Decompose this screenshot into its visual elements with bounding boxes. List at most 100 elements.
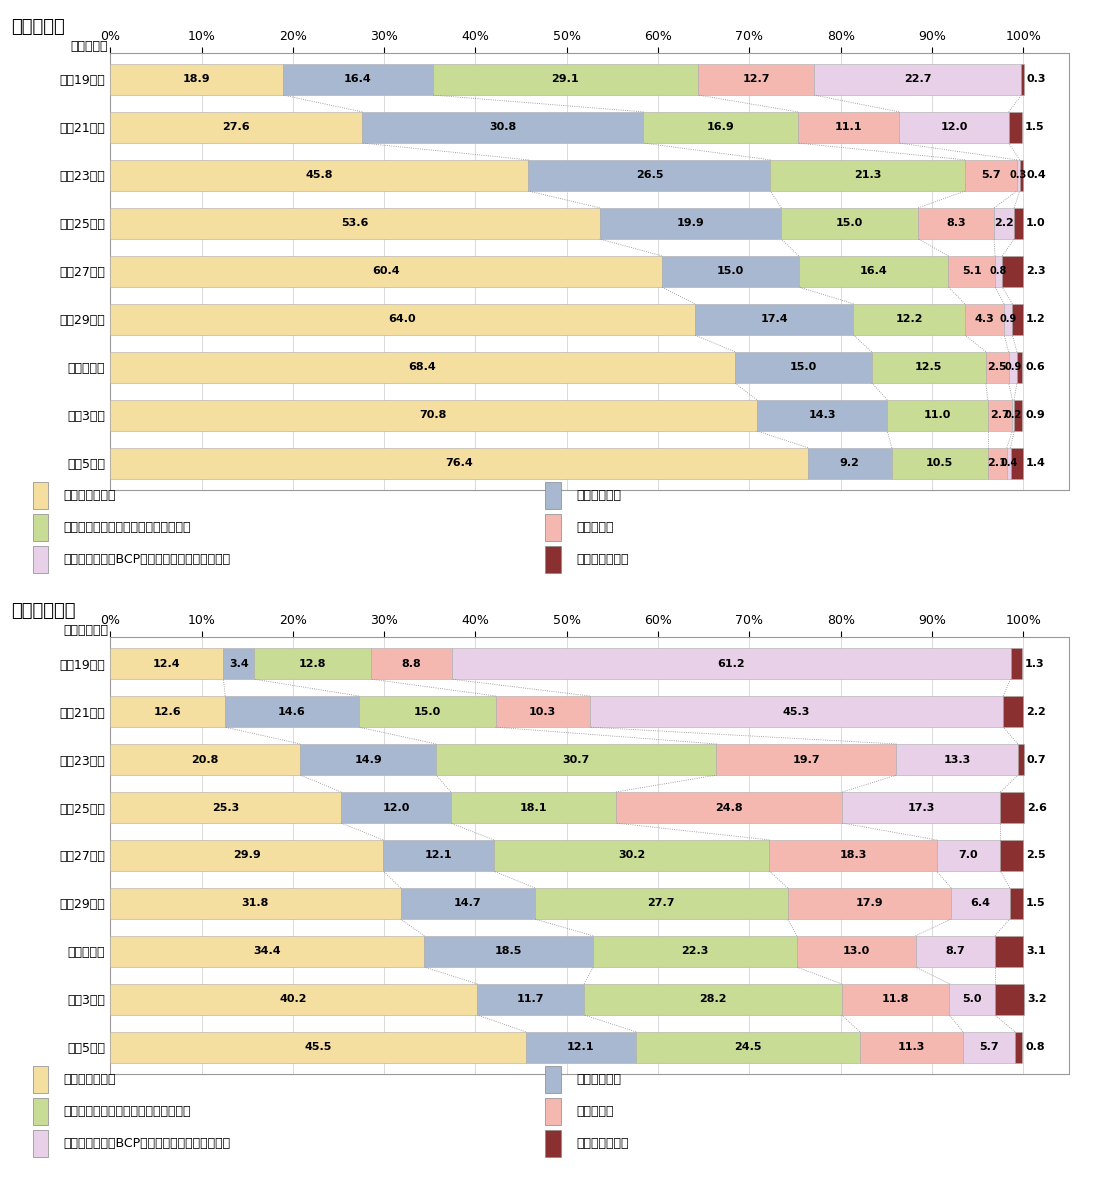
Text: 5.1: 5.1 — [962, 267, 982, 276]
Bar — [1008, 352, 1017, 384]
Text: 28.2: 28.2 — [699, 995, 726, 1004]
Text: 0.3: 0.3 — [1027, 74, 1047, 85]
Text: 0.8: 0.8 — [990, 267, 1007, 276]
Text: 30.2: 30.2 — [618, 851, 645, 860]
Text: 2.6: 2.6 — [1027, 802, 1047, 813]
Bar — [110, 352, 735, 384]
Bar — [496, 696, 590, 727]
Bar — [798, 112, 899, 143]
Text: 8.7: 8.7 — [946, 946, 965, 957]
Bar — [699, 64, 814, 96]
Text: 5.7: 5.7 — [981, 170, 1001, 181]
Bar — [255, 648, 371, 680]
Text: 0.6: 0.6 — [1025, 362, 1045, 373]
Bar — [110, 648, 224, 680]
Bar — [110, 840, 383, 871]
Bar — [987, 447, 1007, 479]
Bar — [995, 256, 1003, 287]
Text: 2.2: 2.2 — [1026, 707, 1046, 716]
Bar — [965, 303, 1004, 335]
Text: 16.4: 16.4 — [860, 267, 887, 276]
Text: 1.5: 1.5 — [1026, 898, 1046, 909]
Text: 0.2: 0.2 — [1005, 411, 1022, 420]
Bar — [842, 984, 949, 1015]
Text: 16.9: 16.9 — [706, 123, 734, 132]
Text: 1.4: 1.4 — [1026, 458, 1046, 468]
Text: 策定済みである: 策定済みである — [64, 489, 117, 503]
Bar — [1013, 400, 1014, 431]
Bar — [110, 1031, 526, 1063]
Bar — [110, 696, 225, 727]
Text: 0.7: 0.7 — [1027, 754, 1047, 765]
Bar — [1009, 887, 1024, 919]
Text: 14.3: 14.3 — [808, 411, 835, 420]
Bar — [371, 648, 452, 680]
Text: 27.6: 27.6 — [223, 123, 250, 132]
Bar — [436, 743, 716, 775]
FancyBboxPatch shape — [33, 1130, 48, 1156]
Text: 10.3: 10.3 — [529, 707, 557, 716]
Text: 40.2: 40.2 — [280, 995, 307, 1004]
Text: 策定中である: 策定中である — [576, 1073, 622, 1087]
Text: 8.3: 8.3 — [947, 218, 966, 229]
Text: 53.6: 53.6 — [342, 218, 368, 229]
Text: 2.2: 2.2 — [994, 218, 1014, 229]
Text: 予定はない: 予定はない — [576, 1104, 614, 1119]
Text: 15.0: 15.0 — [790, 362, 817, 373]
Bar — [494, 840, 769, 871]
Text: 61.2: 61.2 — [717, 658, 745, 669]
Text: 45.5: 45.5 — [304, 1042, 332, 1053]
Bar — [949, 256, 995, 287]
Text: 11.3: 11.3 — [898, 1042, 925, 1053]
Text: 64.0: 64.0 — [389, 314, 417, 324]
Bar — [636, 1031, 860, 1063]
Text: 21.3: 21.3 — [854, 170, 882, 181]
FancyBboxPatch shape — [545, 1099, 561, 1125]
Text: 12.7: 12.7 — [743, 74, 770, 85]
Bar — [986, 352, 1008, 384]
Text: 18.3: 18.3 — [840, 851, 866, 860]
Text: 31.8: 31.8 — [241, 898, 269, 909]
Bar — [400, 887, 534, 919]
Text: 11.1: 11.1 — [834, 123, 862, 132]
FancyBboxPatch shape — [545, 483, 561, 509]
Bar — [225, 696, 358, 727]
Text: 2.5: 2.5 — [987, 362, 1007, 373]
Bar — [799, 256, 949, 287]
Bar — [994, 208, 1014, 240]
Bar — [995, 936, 1024, 968]
Text: 策定を予定している（検討中を含む）: 策定を予定している（検討中を含む） — [64, 1104, 192, 1119]
Bar — [916, 936, 995, 968]
Bar — [995, 984, 1024, 1015]
Bar — [599, 208, 781, 240]
Text: 18.1: 18.1 — [520, 802, 548, 813]
Bar — [1015, 1031, 1023, 1063]
Bar — [300, 743, 436, 775]
Bar — [424, 936, 593, 968]
Bar — [694, 303, 853, 335]
Bar — [477, 984, 584, 1015]
Bar — [110, 887, 400, 919]
Text: 12.2: 12.2 — [896, 314, 922, 324]
Text: 【中堅企業】: 【中堅企業】 — [63, 624, 108, 637]
Text: 事業継続計画（BCP）とは何かを知らなかった: 事業継続計画（BCP）とは何かを知らなかった — [64, 1136, 231, 1150]
Bar — [770, 159, 965, 191]
Bar — [887, 400, 987, 431]
Text: 12.0: 12.0 — [940, 123, 968, 132]
Text: 70.8: 70.8 — [420, 411, 447, 420]
Bar — [342, 792, 451, 824]
Text: 15.0: 15.0 — [716, 267, 744, 276]
Text: 3.1: 3.1 — [1026, 946, 1046, 957]
Text: 事業継続計画（BCP）とは何かを知らなかった: 事業継続計画（BCP）とは何かを知らなかった — [64, 552, 231, 566]
Text: 0.9: 0.9 — [1000, 314, 1017, 324]
Bar — [593, 936, 797, 968]
Text: 【大企業】: 【大企業】 — [11, 18, 65, 35]
Bar — [1003, 256, 1024, 287]
Bar — [110, 159, 528, 191]
Text: 12.1: 12.1 — [568, 1042, 595, 1053]
FancyBboxPatch shape — [33, 514, 48, 540]
Text: 予定はない: 予定はない — [576, 520, 614, 535]
Text: 11.8: 11.8 — [882, 995, 909, 1004]
Text: 13.3: 13.3 — [943, 754, 971, 765]
Bar — [899, 112, 1008, 143]
